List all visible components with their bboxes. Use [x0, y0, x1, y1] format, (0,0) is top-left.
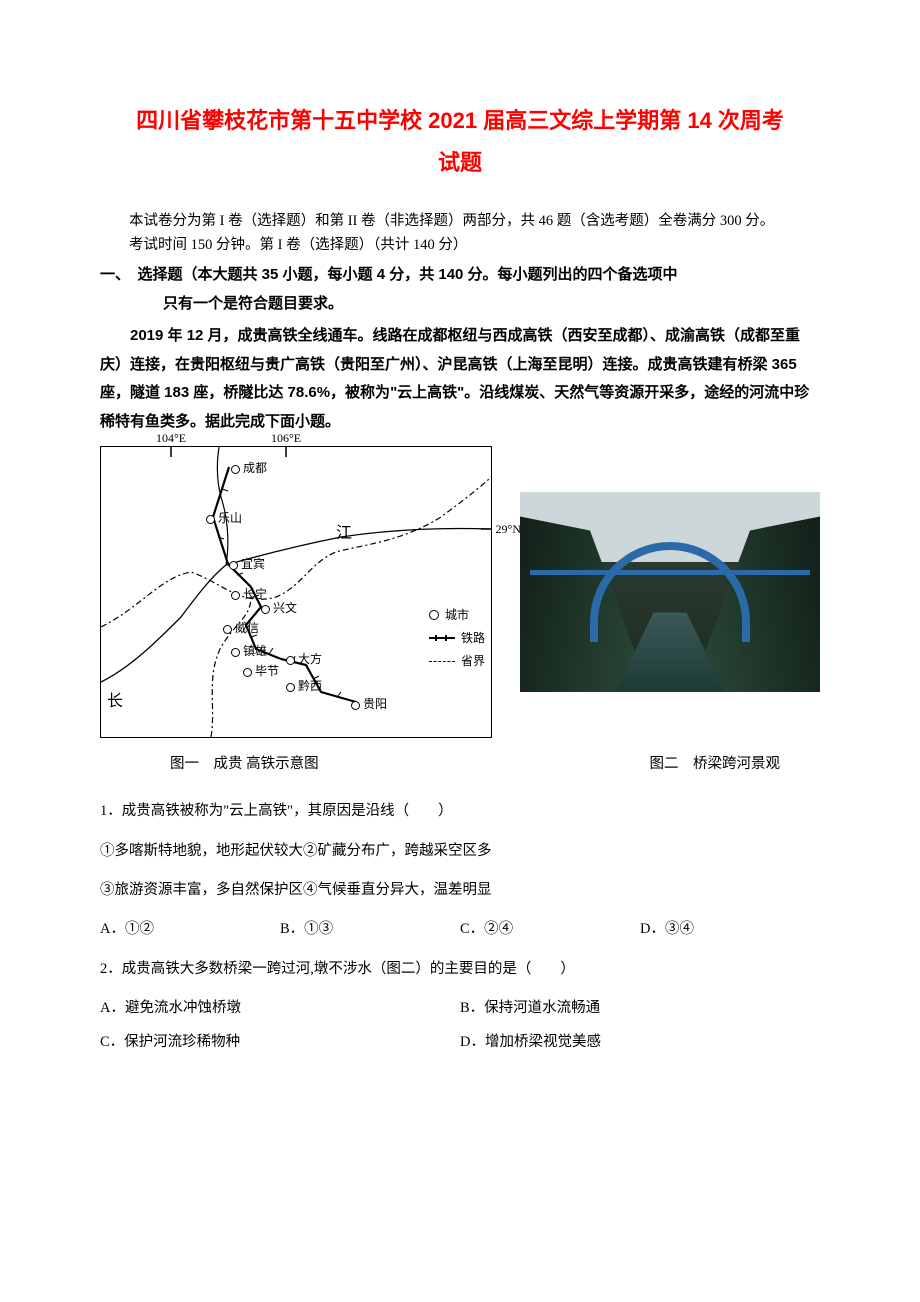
longitude-label-104: 104°E: [156, 431, 186, 446]
legend-border-label: 省界: [461, 650, 485, 673]
legend-border-icon: [429, 661, 455, 662]
question-1-stem: 1．成贵高铁被称为"云上高铁"，其原因是沿线（ ）: [100, 795, 820, 828]
figure-row: 104°E 106°E 29°N: [100, 446, 820, 738]
section-head-b: 只有一个是符合题目要求。: [163, 290, 820, 319]
q1-option-a: A．①②: [100, 913, 280, 946]
figure-1-map: 104°E 106°E 29°N: [100, 446, 492, 738]
legend-rail-icon: [429, 637, 455, 639]
longitude-label-106: 106°E: [271, 431, 301, 446]
city-guiyang: 贵阳: [351, 695, 387, 712]
question-1-statements-2: ③旅游资源丰富，多自然保护区④气候垂直分异大，温差明显: [100, 874, 820, 907]
q2-option-b: B．保持河道水流畅通: [460, 992, 820, 1025]
intro-text-1: 本试卷分为第 I 卷（选择题）和第 II 卷（非选择题）两部分，共 46 题（含…: [100, 210, 820, 234]
photo-bridge-deck: [530, 570, 810, 575]
section-1-heading: 一、 选择题（本大题共 35 小题，每小题 4 分，共 140 分。每小题列出的…: [100, 261, 820, 318]
figure-2-caption: 图二 桥梁跨河景观: [650, 752, 781, 773]
figure-captions: 图一 成贵 高铁示意图 图二 桥梁跨河景观: [100, 752, 820, 773]
question-2-options-row1: A．避免流水冲蚀桥墩 B．保持河道水流畅通: [100, 992, 820, 1025]
q2-option-d: D．增加桥梁视觉美感: [460, 1026, 820, 1059]
q1-option-d: D．③④: [640, 913, 820, 946]
q2-option-c: C．保护河流珍稀物种: [100, 1026, 460, 1059]
q2-option-a: A．避免流水冲蚀桥墩: [100, 992, 460, 1025]
map-legend: 城市 铁路 省界: [429, 604, 485, 672]
q1-option-b: B．①③: [280, 913, 460, 946]
river-label-chang: 长: [107, 687, 123, 711]
city-dafang: 大方: [286, 650, 322, 667]
question-1-options: A．①② B．①③ C．②④ D．③④: [100, 913, 820, 946]
legend-city-label: 城市: [445, 604, 469, 627]
city-xingwen: 兴文: [261, 599, 297, 616]
figure-2-bridge-photo: [520, 492, 820, 692]
photo-bridge-arch: [590, 542, 750, 642]
city-yibin: 宜宾: [229, 555, 265, 572]
section-head-a: 一、 选择题（本大题共 35 小题，每小题 4 分，共 140 分。每小题列出的…: [100, 266, 678, 283]
figure-1-caption: 图一 成贵 高铁示意图: [170, 752, 319, 773]
reading-passage: 2019 年 12 月，成贵高铁全线通车。线路在成都枢纽与西成高铁（西安至成都）…: [100, 322, 820, 436]
exam-title: 四川省攀枝花市第十五中学校 2021 届高三文综上学期第 14 次周考 试题: [100, 100, 820, 184]
exam-intro: 本试卷分为第 I 卷（选择题）和第 II 卷（非选择题）两部分，共 46 题（含…: [100, 210, 820, 258]
intro-text-2: 考试时间 150 分钟。第 I 卷（选择题）（共计 140 分）: [100, 234, 820, 258]
city-leshan: 乐山: [206, 509, 242, 526]
city-bijie: 毕节: [243, 662, 279, 679]
title-line-1: 四川省攀枝花市第十五中学校 2021 届高三文综上学期第 14 次周考: [136, 108, 784, 133]
city-chengdu: 成都: [231, 459, 267, 476]
city-zhenxiong: 镇雄: [231, 642, 267, 659]
legend-city-icon: [429, 610, 439, 620]
legend-rail-label: 铁路: [461, 627, 485, 650]
question-2-stem: 2．成贵高铁大多数桥梁一跨过河,墩不涉水（图二）的主要目的是（ ）: [100, 953, 820, 986]
question-1-statements-1: ①多喀斯特地貌，地形起伏较大②矿藏分布广，跨越采空区多: [100, 835, 820, 868]
latitude-label-29: 29°N: [496, 522, 521, 537]
city-qianxi: 黔西: [286, 677, 322, 694]
city-weixin: 威信: [223, 619, 259, 636]
question-2-options-row2: C．保护河流珍稀物种 D．增加桥梁视觉美感: [100, 1026, 820, 1059]
river-label-jiang: 江: [336, 519, 352, 543]
title-line-2: 试题: [438, 150, 482, 175]
q1-option-c: C．②④: [460, 913, 640, 946]
